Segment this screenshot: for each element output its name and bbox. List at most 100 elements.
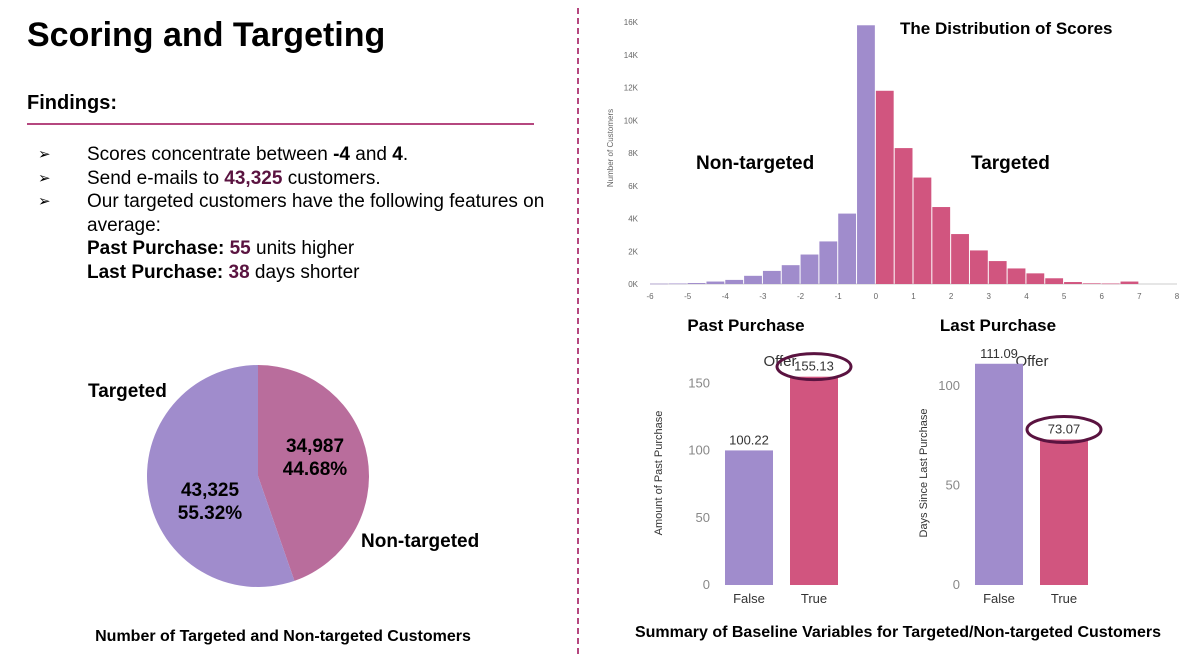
pie-value-targeted-count: 43,325 [181, 480, 240, 501]
page-title: Scoring and Targeting [27, 16, 386, 54]
histogram-x-tick: 4 [1024, 292, 1029, 301]
value-label: 155.13 [794, 359, 834, 374]
histogram-bar [894, 148, 913, 284]
histogram-x-tick: -1 [835, 292, 843, 301]
highlight-circle [1025, 414, 1103, 444]
histogram-y-tick: 16K [624, 18, 639, 27]
bars-caption: Summary of Baseline Variables for Target… [635, 624, 1161, 641]
last-purchase-value-labels: 111.09 73.07 [980, 346, 1103, 444]
histogram-bar [762, 270, 781, 284]
histogram-x-tick: 2 [949, 292, 954, 301]
last-purchase-chart-title: Offer [1015, 353, 1048, 370]
y-tick: 0 [703, 577, 710, 592]
histogram-x-tick: 8 [1175, 292, 1180, 301]
category-label: True [1051, 591, 1077, 606]
histogram-x-tick: -4 [722, 292, 730, 301]
histogram-bar [1101, 283, 1120, 285]
histogram-x-tick: -2 [797, 292, 805, 301]
histogram-bar [969, 250, 988, 284]
pie-legend-targeted: Targeted [88, 381, 167, 402]
histogram-x-tick: -3 [759, 292, 767, 301]
y-tick: 100 [688, 443, 710, 458]
highlight-circle [775, 352, 853, 382]
last-purchase-y-ticks: 0 50 100 [938, 378, 960, 592]
score-distribution-chart: 0K 2K 4K 6K 8K 10K 12K 14K 16K -6 -5 -4 -3 -2 -1 0 1 2 3 4… [606, 18, 1180, 301]
histogram-y-ticks: 0K 2K 4K 6K 8K 10K 12K 14K 16K [624, 18, 639, 289]
histogram-bar [951, 234, 969, 284]
last-purchase-y-axis-label: Days Since Last Purchase [918, 408, 930, 537]
histogram-bar [932, 207, 951, 284]
histogram-x-tick: 7 [1137, 292, 1142, 301]
histogram-label-non-targeted: Non-targeted [696, 153, 814, 174]
y-tick: 150 [688, 376, 710, 391]
value-label: 73.07 [1048, 421, 1081, 436]
y-tick: 50 [946, 477, 960, 492]
pie-chart: Targeted Non-targeted 43,325 55.32% 34,9… [88, 365, 479, 645]
column-divider [577, 8, 579, 654]
histogram-bar [725, 279, 744, 284]
histogram-y-tick: 12K [624, 84, 639, 93]
histogram-bars [650, 25, 1139, 285]
histogram-y-tick: 14K [624, 51, 639, 60]
finding-last-purchase: Last Purchase: 38 days shorter [87, 261, 360, 283]
histogram-y-tick: 10K [624, 116, 639, 125]
histogram-x-tick: 5 [1062, 292, 1067, 301]
past-purchase-heading: Past Purchase [687, 316, 804, 335]
y-tick: 0 [953, 577, 960, 592]
pie-slice-targeted [147, 365, 295, 587]
histogram-label-targeted: Targeted [971, 153, 1050, 174]
histogram-title: The Distribution of Scores [900, 19, 1113, 38]
finding-score-range: ➢ Scores concentrate between -4 and 4. [38, 144, 409, 165]
histogram-bar [781, 265, 800, 284]
histogram-x-tick: -6 [646, 292, 654, 301]
histogram-bar [687, 283, 706, 284]
bar-true [1040, 439, 1088, 585]
past-purchase-categories: False True [733, 591, 827, 606]
finding-past-purchase: Past Purchase: 55 units higher [87, 238, 355, 259]
histogram-bar [857, 25, 875, 285]
past-purchase-chart: Offer Amount of Past Purchase 050100150 … [653, 352, 853, 606]
pie-legend-non-targeted: Non-targeted [361, 531, 479, 552]
histogram-bar [913, 177, 932, 284]
past-purchase-bars [725, 376, 838, 585]
histogram-x-tick: -5 [684, 292, 692, 301]
pie-caption: Number of Targeted and Non-targeted Cust… [95, 628, 471, 645]
value-label: 111.09 [980, 346, 1018, 361]
last-purchase-categories: False True [983, 591, 1077, 606]
value-label: 100.22 [729, 432, 769, 447]
finding-features: ➢ Our targeted customers have the follow… [38, 191, 545, 236]
histogram-bar [838, 213, 857, 284]
pie-slice-non-targeted [258, 365, 369, 581]
histogram-bar [800, 254, 819, 284]
bar-false [725, 450, 773, 585]
histogram-bar [744, 275, 762, 284]
pie-slices [147, 365, 369, 587]
findings-list: ➢ Scores concentrate between -4 and 4. ➢… [38, 143, 558, 284]
histogram-bar [668, 283, 687, 285]
histogram-bar [650, 283, 668, 285]
histogram-bar [1082, 283, 1101, 284]
arrow-bullet-icon: ➢ [38, 193, 51, 210]
histogram-y-tick: 6K [628, 182, 638, 191]
category-label: False [733, 591, 765, 606]
histogram-bar [1064, 282, 1082, 284]
arrow-bullet-icon: ➢ [38, 169, 51, 187]
past-purchase-y-axis-label: Amount of Past Purchase [653, 411, 665, 536]
histogram-y-tick: 8K [628, 149, 638, 158]
y-tick: 50 [696, 510, 710, 525]
histogram-x-tick: 1 [911, 292, 916, 301]
bar-false [975, 363, 1023, 585]
histogram-y-tick: 4K [628, 215, 638, 224]
histogram-bar [988, 261, 1007, 284]
histogram-bar [1007, 268, 1026, 284]
histogram-x-ticks: -6 -5 -4 -3 -2 -1 0 1 2 3 4 5 6 7 8 [646, 292, 1179, 301]
histogram-y-tick: 0K [628, 280, 638, 289]
histogram-x-tick: 6 [1099, 292, 1104, 301]
histogram-bar [1120, 281, 1139, 284]
last-purchase-heading: Last Purchase [940, 316, 1056, 335]
pie-value-non-targeted-percent: 44.68% [283, 459, 348, 480]
last-purchase-chart: Offer Days Since Last Purchase 0 50 100 Fa… [918, 346, 1103, 606]
findings-heading: Findings: [27, 92, 117, 114]
pie-value-non-targeted-count: 34,987 [286, 436, 344, 457]
histogram-x-tick: 0 [874, 292, 879, 301]
